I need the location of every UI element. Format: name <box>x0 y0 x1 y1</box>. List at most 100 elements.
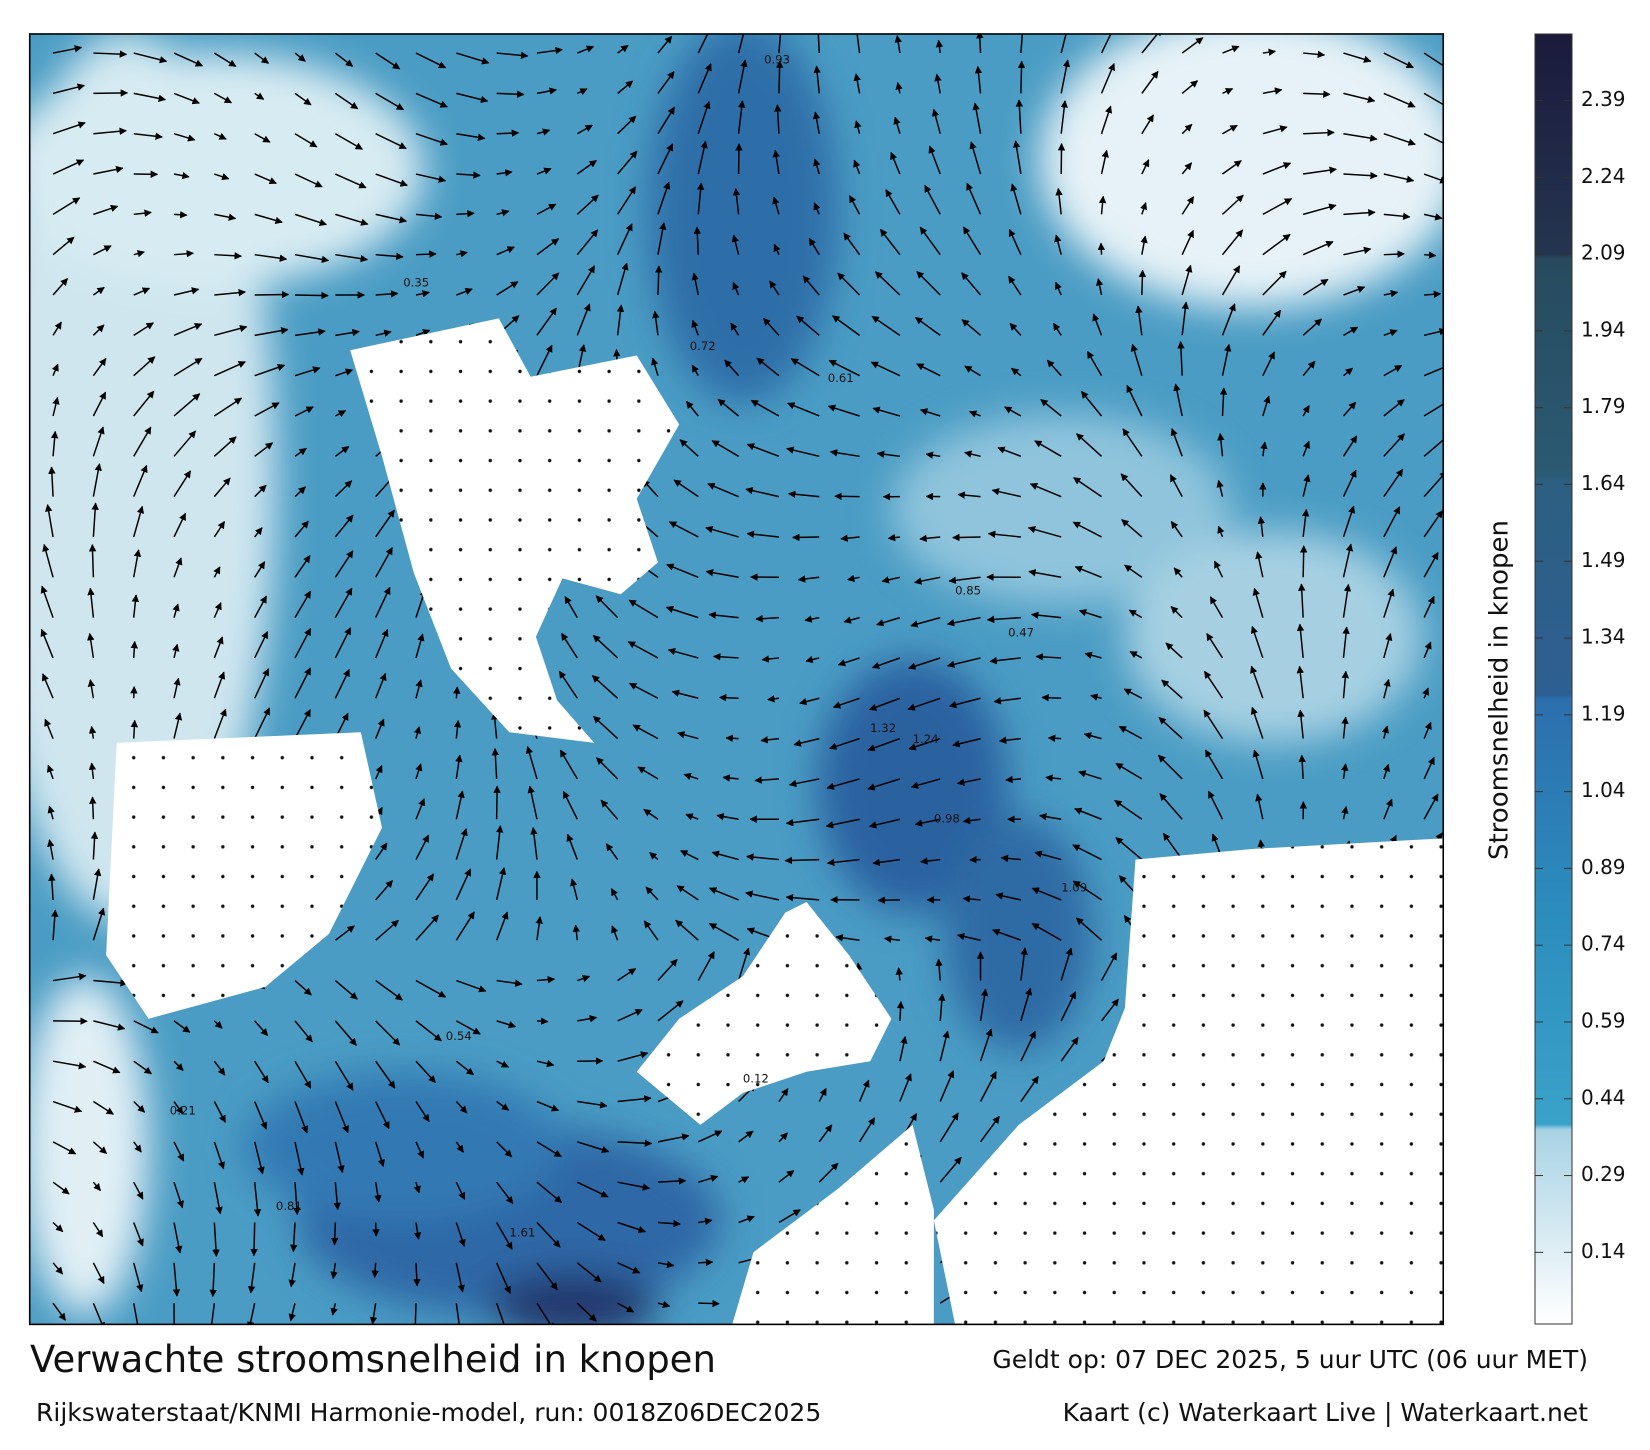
current-arrow <box>778 1209 801 1224</box>
current-arrow <box>560 632 578 659</box>
current-arrow <box>93 1060 121 1074</box>
current-arrow <box>722 774 739 782</box>
current-arrow <box>1035 653 1062 661</box>
current-arrow <box>536 975 556 984</box>
current-arrow <box>827 404 860 417</box>
current-arrow <box>1135 305 1143 336</box>
current-arrow <box>989 656 1021 665</box>
current-arrow <box>455 1060 475 1076</box>
current-arrow <box>617 44 629 54</box>
current-arrow <box>210 1303 216 1325</box>
current-arrow <box>1221 303 1236 336</box>
current-arrow <box>374 1101 390 1130</box>
land <box>106 318 1444 1325</box>
map-labels: 0.93 1.32 1.24 0.85 0.72 0.61 0.47 0.35 0.21 1.09… <box>170 53 1087 1240</box>
current-arrow <box>491 747 500 779</box>
current-arrow <box>668 521 699 538</box>
current-arrow <box>173 357 203 377</box>
current-arrow <box>887 533 900 542</box>
current-arrow <box>495 867 507 901</box>
current-arrow <box>1262 125 1288 135</box>
current-arrow <box>47 839 55 860</box>
current-arrow <box>895 82 903 94</box>
current-arrow <box>617 1221 646 1234</box>
current-arrow <box>456 209 475 218</box>
current-arrow <box>577 1141 610 1154</box>
current-arrow <box>294 213 327 226</box>
current-arrow <box>576 88 588 96</box>
current-arrow <box>375 509 395 538</box>
current-arrow <box>133 250 145 258</box>
current-arrow <box>173 512 187 538</box>
current-arrow <box>1017 60 1026 94</box>
current-arrow <box>1262 351 1276 376</box>
current-arrow <box>1034 440 1062 457</box>
current-arrow <box>787 402 820 417</box>
current-arrow <box>1141 159 1150 175</box>
current-arrow <box>997 446 1022 458</box>
current-arrow <box>455 1020 481 1035</box>
current-arrow <box>93 245 112 256</box>
current-arrow <box>1302 203 1337 216</box>
current-arrow <box>1423 364 1444 377</box>
current-arrow <box>657 1177 687 1185</box>
current-arrow <box>496 1060 510 1068</box>
credit: Kaart (c) Waterkaart Live | Waterkaart.n… <box>1063 1398 1589 1427</box>
current-arrow <box>1173 567 1183 578</box>
current-arrow <box>1383 433 1405 457</box>
current-arrow <box>294 92 312 106</box>
current-arrow <box>1028 569 1062 579</box>
current-arrow <box>51 363 59 376</box>
speed-label: 1.61 <box>509 1225 535 1239</box>
current-arrow <box>1100 33 1112 54</box>
current-arrow <box>133 1060 152 1075</box>
current-arrow <box>1020 1030 1036 1062</box>
current-arrow <box>867 737 901 752</box>
current-arrow <box>254 92 265 100</box>
current-arrow <box>698 1217 713 1226</box>
current-arrow <box>778 1088 789 1102</box>
current-arrow <box>334 480 353 498</box>
current-arrow <box>1222 160 1242 175</box>
current-arrow <box>1343 92 1376 104</box>
current-arrow <box>566 833 578 860</box>
current-arrow <box>1009 322 1022 336</box>
current-arrow <box>415 1020 442 1042</box>
current-arrow <box>617 968 637 982</box>
current-arrow <box>1181 80 1199 94</box>
current-arrow <box>1204 749 1224 780</box>
current-arrow <box>496 169 513 177</box>
current-arrow <box>1422 687 1430 699</box>
current-arrow <box>840 534 860 542</box>
current-arrow <box>576 194 599 215</box>
current-arrow <box>1383 329 1398 337</box>
current-arrow <box>1342 469 1357 497</box>
current-arrow <box>1207 790 1224 820</box>
current-arrow <box>1298 583 1306 618</box>
current-arrow <box>576 1181 609 1198</box>
current-arrow <box>52 83 86 95</box>
current-arrow <box>939 1112 959 1143</box>
current-arrow <box>92 1262 105 1285</box>
current-arrow <box>813 158 821 175</box>
current-arrow <box>455 1262 465 1293</box>
current-arrow <box>871 657 901 669</box>
current-arrow <box>680 849 699 861</box>
current-arrow <box>496 1020 517 1029</box>
current-arrow <box>987 530 1021 538</box>
current-arrow <box>92 868 102 901</box>
current-arrow <box>536 128 551 136</box>
current-arrow <box>657 106 675 135</box>
current-arrow <box>914 316 941 336</box>
current-arrow <box>913 576 941 585</box>
current-arrow <box>577 1100 608 1109</box>
colorbar-tick-label: 1.49 <box>1581 548 1626 572</box>
current-arrow <box>1060 1036 1079 1062</box>
current-arrow <box>415 798 426 820</box>
current-arrow <box>1343 171 1378 180</box>
current-arrow <box>961 318 982 336</box>
current-arrow <box>797 575 820 583</box>
current-arrow <box>375 213 407 224</box>
current-arrow <box>1301 508 1310 538</box>
current-arrow <box>1170 605 1183 619</box>
